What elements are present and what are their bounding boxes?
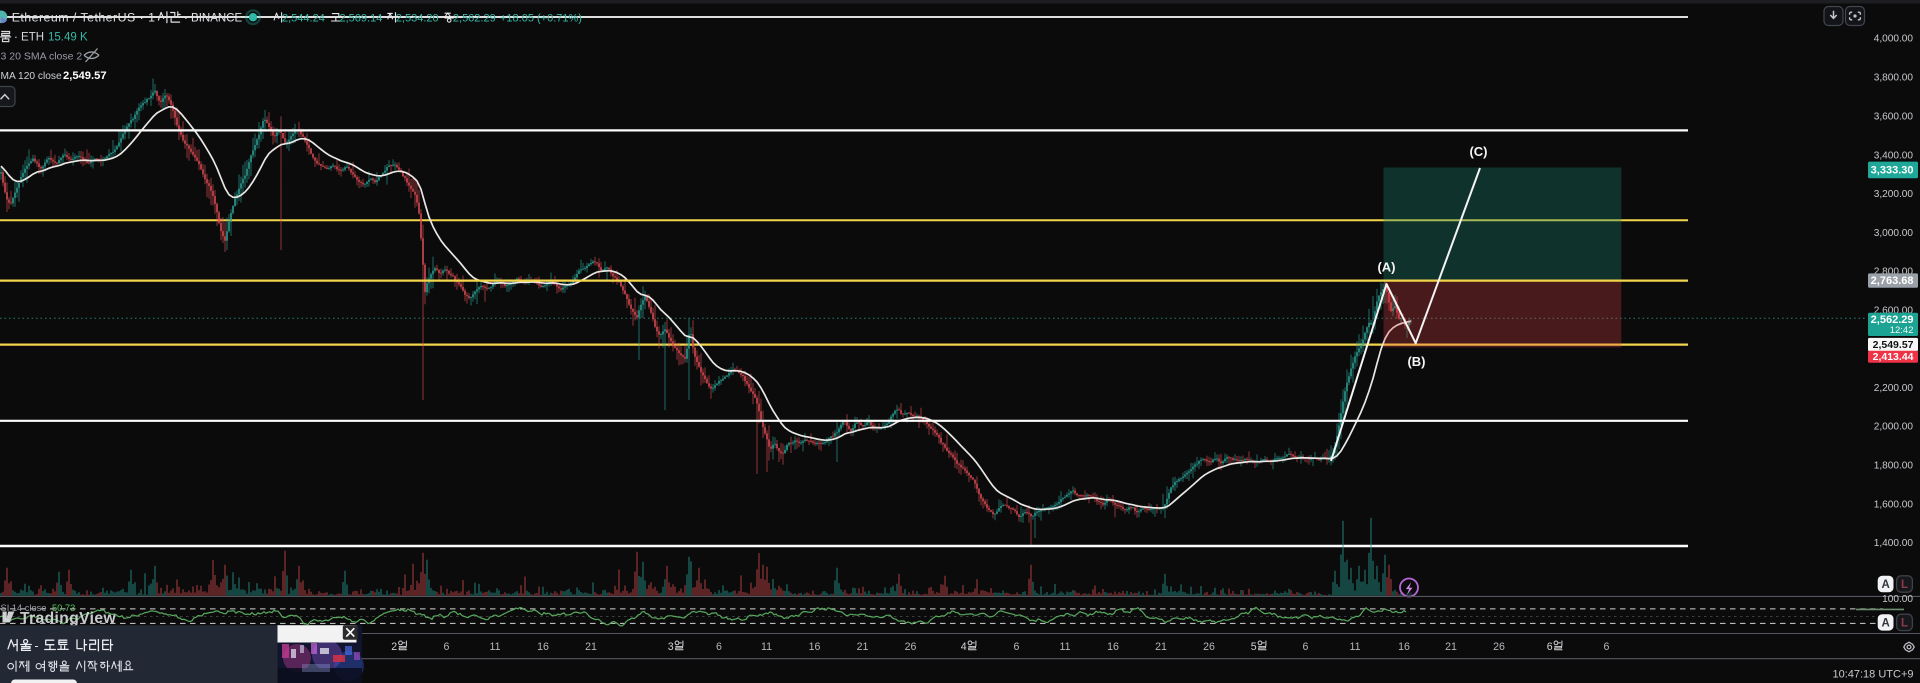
svg-text:21: 21 <box>585 641 597 653</box>
svg-text:1,400.00: 1,400.00 <box>1874 538 1914 549</box>
svg-text:3,800.00: 3,800.00 <box>1874 73 1914 84</box>
svg-text:3,333.30: 3,333.30 <box>1871 164 1914 176</box>
svg-text:3,600.00: 3,600.00 <box>1874 112 1914 123</box>
svg-text:21: 21 <box>1445 641 1457 653</box>
svg-text:2,413.44: 2,413.44 <box>1873 351 1914 363</box>
svg-text:2,562.29: 2,562.29 <box>1871 314 1914 326</box>
svg-text:100.00: 100.00 <box>1882 594 1913 605</box>
svg-text:2: 2 <box>391 641 397 653</box>
svg-text:2,549.57: 2,549.57 <box>63 70 107 82</box>
svg-text:3,400.00: 3,400.00 <box>1874 150 1914 161</box>
svg-text:2,562.29: 2,562.29 <box>453 13 496 25</box>
svg-text:2,000.00: 2,000.00 <box>1874 422 1914 433</box>
svg-text:5: 5 <box>1251 641 1257 653</box>
svg-text:11: 11 <box>490 641 501 653</box>
svg-text:+18.05 (+0.71%): +18.05 (+0.71%) <box>500 13 582 25</box>
svg-text:10:47:18 UTC+9: 10:47:18 UTC+9 <box>1832 669 1913 681</box>
svg-text:6: 6 <box>1014 641 1020 653</box>
svg-text:26: 26 <box>1203 641 1215 653</box>
svg-text:6: 6 <box>1303 641 1309 653</box>
svg-text:2,544.24: 2,544.24 <box>282 13 325 25</box>
svg-text:3 20 SMA close 2: 3 20 SMA close 2 <box>1 50 83 62</box>
svg-text:15.49 K: 15.49 K <box>48 32 88 44</box>
svg-text:2,569.14: 2,569.14 <box>340 13 383 25</box>
svg-text:2,200.00: 2,200.00 <box>1874 383 1914 394</box>
svg-text:TradingView: TradingView <box>20 610 116 627</box>
svg-text:16: 16 <box>809 641 821 653</box>
svg-text:11: 11 <box>1060 641 1071 653</box>
svg-text:12:42: 12:42 <box>1890 325 1914 336</box>
svg-text:Ethereum / TetherUS · 1: Ethereum / TetherUS · 1 <box>12 11 156 25</box>
svg-text:16: 16 <box>1107 641 1119 653</box>
svg-text:(A): (A) <box>1377 260 1395 275</box>
svg-text:A: A <box>1881 618 1889 630</box>
svg-text:L: L <box>1901 579 1908 591</box>
svg-text:1,800.00: 1,800.00 <box>1874 461 1914 472</box>
svg-text:3: 3 <box>668 641 674 653</box>
svg-text:4: 4 <box>961 641 967 653</box>
svg-text:2,534.20: 2,534.20 <box>396 13 439 25</box>
svg-text:A: A <box>1881 579 1889 591</box>
svg-text:2,549.57: 2,549.57 <box>1873 339 1914 351</box>
svg-text:-: - <box>35 639 39 653</box>
svg-text:26: 26 <box>1493 641 1505 653</box>
svg-text:1,600.00: 1,600.00 <box>1874 499 1914 510</box>
svg-text:6: 6 <box>1547 641 1553 653</box>
svg-text:3,200.00: 3,200.00 <box>1874 189 1914 200</box>
svg-text:26: 26 <box>905 641 917 653</box>
svg-text:11: 11 <box>1350 641 1361 653</box>
svg-text:21: 21 <box>857 641 869 653</box>
svg-text:16: 16 <box>537 641 549 653</box>
svg-text:16: 16 <box>1398 641 1410 653</box>
svg-text:11: 11 <box>761 641 772 653</box>
svg-text:MA 120 close: MA 120 close <box>1 71 62 82</box>
svg-text:4,000.00: 4,000.00 <box>1874 34 1914 45</box>
svg-text:6: 6 <box>1604 641 1610 653</box>
svg-text:21: 21 <box>1155 641 1167 653</box>
svg-text:6: 6 <box>444 641 450 653</box>
svg-text:· ETH: · ETH <box>14 32 44 44</box>
svg-text:6: 6 <box>716 641 722 653</box>
svg-text:· BINANCE: · BINANCE <box>184 13 242 25</box>
svg-text:3,000.00: 3,000.00 <box>1874 228 1914 239</box>
svg-text:(C): (C) <box>1469 144 1487 159</box>
svg-text:50.73: 50.73 <box>52 603 75 613</box>
svg-text:L: L <box>1901 618 1908 630</box>
svg-text:(B): (B) <box>1407 354 1425 369</box>
svg-text:SI 14 close: SI 14 close <box>1 603 47 613</box>
svg-text:2,763.68: 2,763.68 <box>1871 275 1914 287</box>
svg-text:2,800.00: 2,800.00 <box>1874 267 1914 278</box>
svg-text:2,600.00: 2,600.00 <box>1874 305 1914 316</box>
